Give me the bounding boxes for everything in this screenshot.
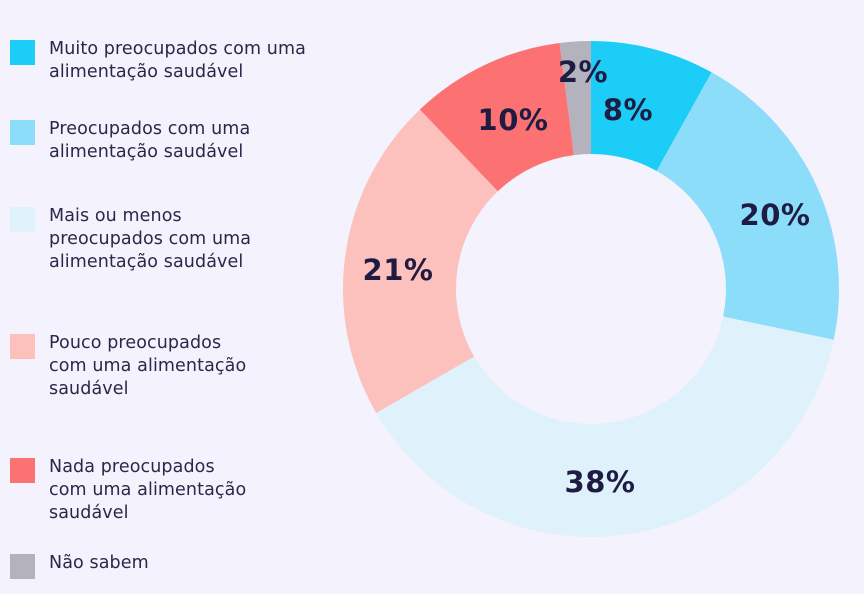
legend-label: Preocupados com uma alimentação saudável <box>49 119 251 162</box>
legend-swatch <box>10 207 35 232</box>
legend-label: Muito preocupados com uma alimentação sa… <box>49 39 306 82</box>
legend-label: Pouco preocupados com uma alimentação sa… <box>49 333 247 399</box>
legend-item: Muito preocupados com uma alimentação sa… <box>10 38 306 84</box>
legend-label: Não sabem <box>49 553 149 573</box>
legend-item: Preocupados com uma alimentação saudável <box>10 118 250 164</box>
donut-segment <box>591 41 712 172</box>
segment-percent-label: 8% <box>603 93 653 127</box>
legend-label: Mais ou menos preocupados com uma alimen… <box>49 206 252 272</box>
legend-swatch <box>10 120 35 145</box>
donut-segment <box>376 316 834 537</box>
segment-percent-label: 2% <box>558 55 608 89</box>
legend-swatch <box>10 40 35 65</box>
donut-segment <box>419 42 574 192</box>
legend-swatch <box>10 554 35 579</box>
segment-percent-label: 10% <box>478 103 549 137</box>
chart-legend: Muito preocupados com uma alimentação sa… <box>0 0 340 594</box>
legend-label: Nada preocupados com uma alimentação sau… <box>49 457 247 523</box>
legend-item: Não sabem <box>10 552 149 579</box>
donut-segment <box>343 109 498 413</box>
legend-item: Mais ou menos preocupados com uma alimen… <box>10 205 251 274</box>
donut-segment <box>656 72 839 340</box>
legend-item: Pouco preocupados com uma alimentação sa… <box>10 332 246 401</box>
segment-percent-label: 38% <box>565 465 636 499</box>
segment-percent-label: 21% <box>363 253 434 287</box>
segment-percent-label: 20% <box>740 198 811 232</box>
donut-segment <box>559 41 591 156</box>
legend-item: Nada preocupados com uma alimentação sau… <box>10 456 246 525</box>
legend-swatch <box>10 458 35 483</box>
legend-swatch <box>10 334 35 359</box>
